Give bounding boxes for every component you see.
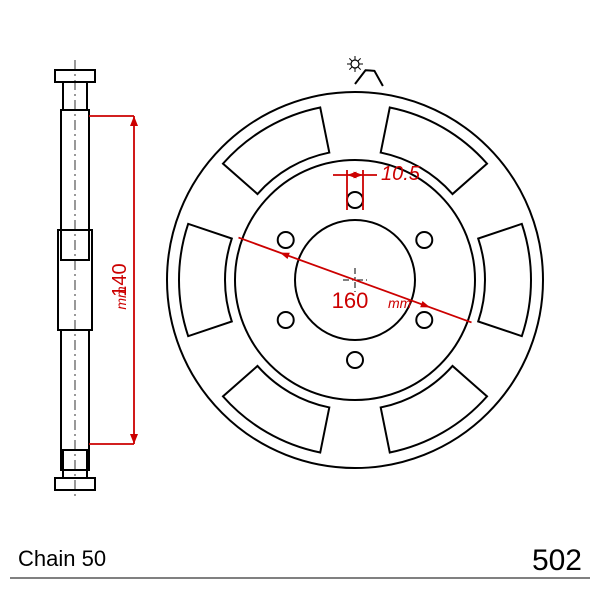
part-number: 502: [532, 544, 582, 578]
svg-text:10.5: 10.5: [381, 163, 421, 185]
svg-text:mm: mm: [388, 295, 412, 311]
sprocket-diagram: 140mm160mm10.5: [0, 0, 600, 600]
chain-label: Chain 50: [18, 546, 106, 572]
svg-text:160: 160: [332, 288, 369, 313]
svg-text:mm: mm: [113, 286, 129, 310]
